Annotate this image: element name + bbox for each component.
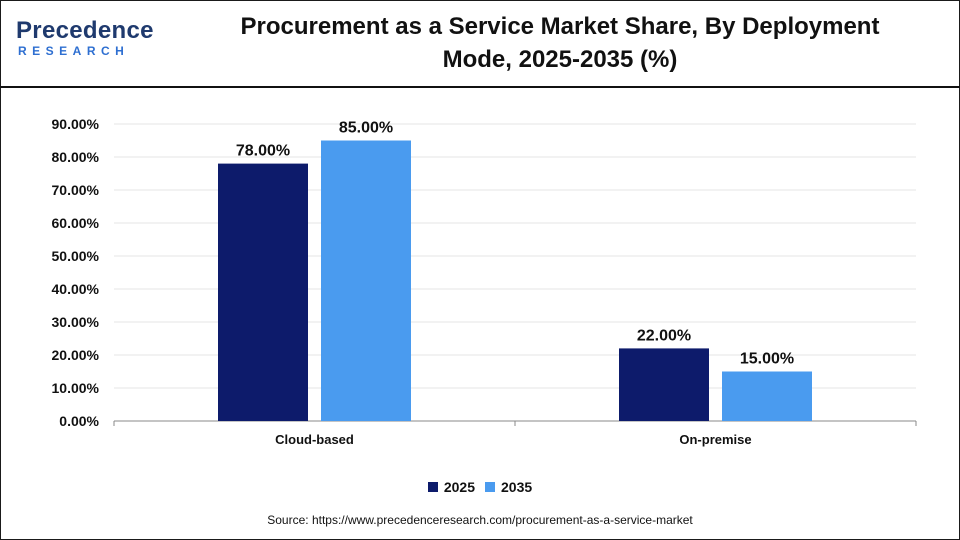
x-tick-label: On-premise xyxy=(679,432,751,447)
bar-2035-1 xyxy=(722,371,812,421)
header: Precedence RESEARCH Procurement as a Ser… xyxy=(0,0,960,88)
legend-item-2025: 2025 xyxy=(427,479,475,495)
chart-legend: 2025 2035 xyxy=(0,479,960,495)
y-tick-label: 60.00% xyxy=(52,215,100,231)
y-tick-label: 90.00% xyxy=(52,116,100,132)
legend-item-2035: 2035 xyxy=(485,479,532,495)
bar-2035-0 xyxy=(321,140,411,421)
source-note: Source: https://www.precedenceresearch.c… xyxy=(267,513,693,527)
legend-label-2035: 2035 xyxy=(501,479,533,495)
data-label: 78.00% xyxy=(236,143,290,160)
data-label: 85.00% xyxy=(339,120,393,137)
chart-title: Procurement as a Service Market Share, B… xyxy=(190,10,930,76)
legend-swatch-2035 xyxy=(485,482,495,492)
data-label: 15.00% xyxy=(740,351,794,368)
y-tick-label: 40.00% xyxy=(52,281,100,297)
logo-subtitle: RESEARCH xyxy=(18,44,130,58)
y-tick-label: 80.00% xyxy=(52,149,100,165)
bar-2025-0 xyxy=(218,163,308,421)
y-tick-label: 20.00% xyxy=(52,347,100,363)
y-tick-label: 50.00% xyxy=(52,248,100,264)
chart-title-line-2: Mode, 2025-2035 (%) xyxy=(442,46,678,73)
chart-title-line-1: Procurement as a Service Market Share, B… xyxy=(240,13,880,40)
x-tick-label: Cloud-based xyxy=(275,432,354,447)
y-tick-label: 70.00% xyxy=(52,182,100,198)
legend-label-2025: 2025 xyxy=(443,479,475,495)
y-tick-label: 0.00% xyxy=(59,413,99,429)
logo-wordmark: Precedence xyxy=(16,17,154,44)
y-tick-label: 30.00% xyxy=(52,314,100,330)
data-label: 22.00% xyxy=(637,327,691,344)
legend-swatch-2025 xyxy=(427,482,438,492)
y-tick-label: 10.00% xyxy=(52,380,100,396)
precedence-research-logo: Precedence RESEARCH xyxy=(16,18,166,66)
bar-chart: 0.00% 10.00% 20.00% 30.00% 40.00% 50.00% 60.00… xyxy=(52,116,917,447)
bar-2025-1 xyxy=(619,348,709,421)
